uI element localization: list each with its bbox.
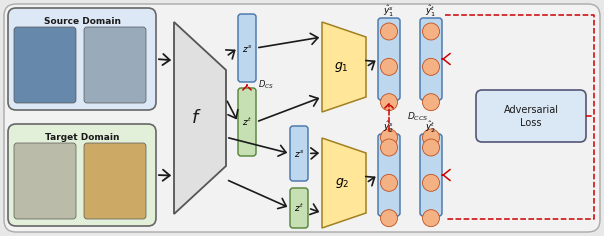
Polygon shape <box>174 22 226 214</box>
Text: $\hat{y}_2^s$: $\hat{y}_2^s$ <box>384 119 394 135</box>
Text: $g_2$: $g_2$ <box>335 176 349 190</box>
FancyBboxPatch shape <box>420 134 442 216</box>
Text: $z^s$: $z^s$ <box>242 42 252 54</box>
FancyBboxPatch shape <box>476 90 586 142</box>
Circle shape <box>423 58 440 75</box>
Polygon shape <box>322 22 366 112</box>
Text: $D_{CS}$: $D_{CS}$ <box>258 79 274 91</box>
Text: $\hat{y}_1^s$: $\hat{y}_1^s$ <box>384 4 394 19</box>
FancyBboxPatch shape <box>14 143 76 219</box>
FancyBboxPatch shape <box>420 18 442 100</box>
Text: Target Domain: Target Domain <box>45 132 119 142</box>
Circle shape <box>381 23 397 40</box>
Circle shape <box>423 174 440 191</box>
Circle shape <box>381 94 397 111</box>
FancyBboxPatch shape <box>378 18 400 100</box>
Circle shape <box>381 58 397 75</box>
Text: Source Domain: Source Domain <box>43 17 121 25</box>
FancyBboxPatch shape <box>238 14 256 82</box>
Text: Adversarial: Adversarial <box>504 105 559 115</box>
FancyBboxPatch shape <box>238 88 256 156</box>
Circle shape <box>381 174 397 191</box>
FancyBboxPatch shape <box>8 124 156 226</box>
Circle shape <box>423 210 440 227</box>
Text: $z^t$: $z^t$ <box>294 202 304 214</box>
Polygon shape <box>322 138 366 228</box>
Circle shape <box>381 139 397 156</box>
Text: $\hat{y}_2^t$: $\hat{y}_2^t$ <box>425 119 437 135</box>
Circle shape <box>423 94 440 111</box>
Circle shape <box>381 129 397 146</box>
Text: $z^t$: $z^t$ <box>242 116 252 128</box>
Circle shape <box>423 139 440 156</box>
FancyBboxPatch shape <box>290 188 308 228</box>
Text: $\hat{y}_1^t$: $\hat{y}_1^t$ <box>425 4 437 19</box>
Text: $f$: $f$ <box>190 109 201 127</box>
FancyBboxPatch shape <box>14 27 76 103</box>
FancyBboxPatch shape <box>378 134 400 216</box>
Circle shape <box>423 23 440 40</box>
FancyBboxPatch shape <box>290 126 308 181</box>
Circle shape <box>423 129 440 146</box>
FancyBboxPatch shape <box>84 143 146 219</box>
Text: Loss: Loss <box>520 118 542 128</box>
Text: $z^s$: $z^s$ <box>294 148 304 159</box>
FancyBboxPatch shape <box>8 8 156 110</box>
Circle shape <box>381 210 397 227</box>
FancyBboxPatch shape <box>4 4 600 232</box>
FancyBboxPatch shape <box>84 27 146 103</box>
Text: $g_1$: $g_1$ <box>335 60 349 74</box>
Text: $D_{CCS}$: $D_{CCS}$ <box>407 111 429 123</box>
